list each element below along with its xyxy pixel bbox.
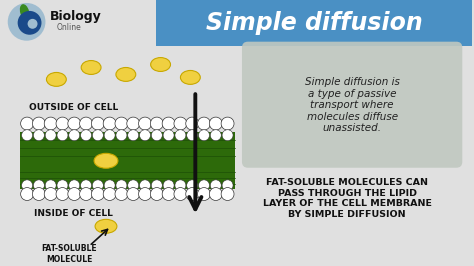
Circle shape [32, 117, 46, 130]
Circle shape [68, 188, 81, 201]
Circle shape [162, 117, 175, 130]
Circle shape [199, 130, 210, 141]
Circle shape [33, 180, 45, 191]
Circle shape [174, 117, 187, 130]
Text: FAT-SOLUBLE MOLECULES CAN
PASS THROUGH THE LIPID
LAYER OF THE CELL MEMBRANE
BY S: FAT-SOLUBLE MOLECULES CAN PASS THROUGH T… [263, 178, 432, 219]
Text: Simple diffusion is
a type of passive
transport where
molecules diffuse
unassist: Simple diffusion is a type of passive tr… [305, 77, 400, 134]
Circle shape [22, 130, 33, 141]
Circle shape [221, 117, 234, 130]
Ellipse shape [20, 4, 29, 20]
Circle shape [127, 188, 140, 201]
Circle shape [92, 130, 103, 141]
Circle shape [186, 117, 199, 130]
Circle shape [139, 130, 151, 141]
Text: INSIDE OF CELL: INSIDE OF CELL [34, 209, 113, 218]
Circle shape [103, 188, 116, 201]
Circle shape [150, 188, 163, 201]
Ellipse shape [94, 153, 118, 168]
Text: Biology: Biology [49, 10, 101, 23]
FancyBboxPatch shape [155, 0, 472, 46]
Ellipse shape [81, 61, 101, 74]
Circle shape [174, 188, 187, 201]
Circle shape [210, 130, 221, 141]
Circle shape [162, 188, 175, 201]
Circle shape [187, 180, 198, 191]
Circle shape [18, 11, 42, 35]
Text: Online: Online [56, 23, 81, 32]
Circle shape [151, 130, 162, 141]
Circle shape [139, 180, 151, 191]
FancyBboxPatch shape [19, 132, 235, 189]
Circle shape [163, 180, 174, 191]
Circle shape [163, 130, 174, 141]
Circle shape [138, 188, 152, 201]
Circle shape [210, 188, 222, 201]
Circle shape [44, 188, 57, 201]
Circle shape [56, 117, 69, 130]
Circle shape [68, 117, 81, 130]
Circle shape [80, 188, 92, 201]
Circle shape [33, 130, 45, 141]
Circle shape [198, 117, 210, 130]
Ellipse shape [116, 68, 136, 81]
Circle shape [221, 188, 234, 201]
Circle shape [151, 180, 162, 191]
Circle shape [81, 180, 91, 191]
Circle shape [127, 117, 140, 130]
Circle shape [175, 130, 186, 141]
Circle shape [198, 188, 210, 201]
Circle shape [115, 188, 128, 201]
Circle shape [210, 180, 221, 191]
Circle shape [187, 130, 198, 141]
Ellipse shape [95, 219, 117, 233]
Circle shape [22, 180, 33, 191]
Circle shape [45, 130, 56, 141]
Circle shape [27, 19, 37, 29]
Text: OUTSIDE OF CELL: OUTSIDE OF CELL [28, 103, 118, 112]
FancyBboxPatch shape [242, 42, 462, 168]
Circle shape [175, 180, 186, 191]
Circle shape [222, 130, 233, 141]
Circle shape [56, 188, 69, 201]
Circle shape [44, 117, 57, 130]
Circle shape [57, 130, 68, 141]
Circle shape [21, 117, 34, 130]
Circle shape [116, 180, 127, 191]
Circle shape [57, 180, 68, 191]
Circle shape [115, 117, 128, 130]
Text: Simple diffusion: Simple diffusion [206, 11, 423, 35]
Circle shape [91, 188, 104, 201]
Circle shape [138, 117, 152, 130]
Circle shape [186, 188, 199, 201]
Circle shape [128, 180, 139, 191]
Ellipse shape [181, 70, 201, 84]
Circle shape [222, 180, 233, 191]
Circle shape [92, 180, 103, 191]
Circle shape [116, 130, 127, 141]
Circle shape [32, 188, 46, 201]
Ellipse shape [46, 72, 66, 86]
Circle shape [69, 180, 80, 191]
Circle shape [81, 130, 91, 141]
Circle shape [199, 180, 210, 191]
Circle shape [104, 130, 115, 141]
Text: FAT-SOLUBLE
MOLECULE: FAT-SOLUBLE MOLECULE [41, 244, 97, 264]
Ellipse shape [151, 57, 171, 72]
Circle shape [80, 117, 92, 130]
Circle shape [91, 117, 104, 130]
Circle shape [103, 117, 116, 130]
Circle shape [150, 117, 163, 130]
Circle shape [21, 188, 34, 201]
Circle shape [104, 180, 115, 191]
Circle shape [45, 180, 56, 191]
Circle shape [69, 130, 80, 141]
Circle shape [8, 3, 46, 41]
Circle shape [128, 130, 139, 141]
Circle shape [210, 117, 222, 130]
